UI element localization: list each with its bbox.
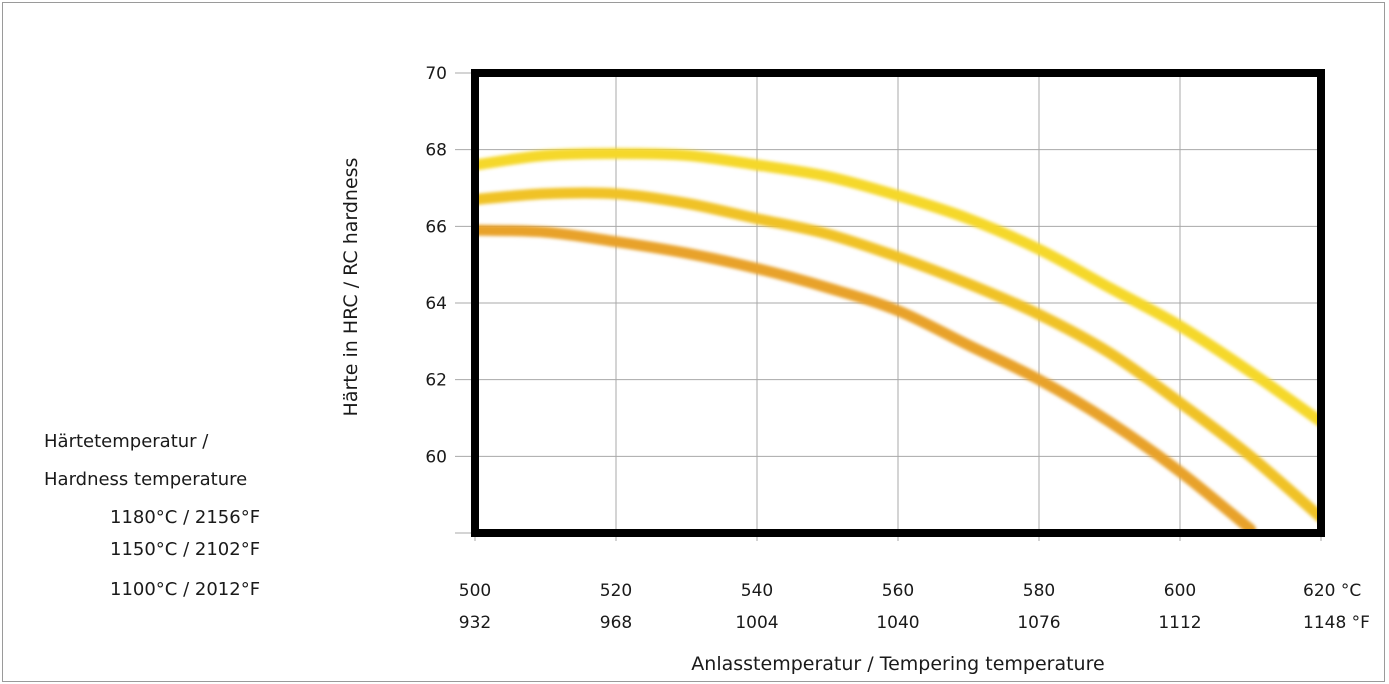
legend-title-line1: Härtetemperatur / xyxy=(44,431,209,452)
x-tick-label-f-5: 1112 xyxy=(1158,613,1201,633)
y-tick-label-3: 66 xyxy=(425,217,447,237)
x-tick-label-c-0: 500 xyxy=(459,581,491,601)
x-tick-label-f-2: 1004 xyxy=(735,613,778,633)
x-axis: 500 932 520 968 540 1004 560 1040 580 1076 600 1112… xyxy=(459,581,1370,633)
x-tick-label-c-1: 520 xyxy=(600,581,632,601)
y-tick-label-2: 64 xyxy=(425,294,447,314)
x-tick-label-f-6: 1148 °F xyxy=(1303,613,1370,633)
x-tick-label-f-3: 1040 xyxy=(876,613,919,633)
x-tick-label-c-5: 600 xyxy=(1164,581,1196,601)
y-tick-label-4: 68 xyxy=(425,141,447,161)
x-tick-label-c-2: 540 xyxy=(741,581,773,601)
legend-label-0: 1180°C / 2156°F xyxy=(110,507,260,528)
x-tick-label-f-1: 968 xyxy=(600,613,632,633)
legend-label-1: 1150°C / 2102°F xyxy=(110,539,260,560)
x-tick-label-c-3: 560 xyxy=(882,581,914,601)
series-line-0 xyxy=(472,148,1324,428)
y-axis: 60 62 64 66 68 70 xyxy=(425,64,447,467)
y-tick-label-5: 70 xyxy=(425,64,447,84)
x-tick-label-c-4: 580 xyxy=(1023,581,1055,601)
y-axis-title: Härte in HRC / RC hardness xyxy=(340,158,362,417)
series-line-1 xyxy=(472,187,1324,524)
legend: Härtetemperatur / Hardness temperature 1… xyxy=(25,431,260,600)
plot-border xyxy=(471,69,1325,537)
y-tick-label-1: 62 xyxy=(425,371,447,391)
x-tick-label-f-4: 1076 xyxy=(1017,613,1060,633)
series-line-2 xyxy=(472,224,1256,535)
x-tick-label-f-0: 932 xyxy=(459,613,491,633)
legend-title-line2: Hardness temperature xyxy=(44,469,247,490)
series-lines xyxy=(472,148,1324,535)
x-axis-title: Anlasstemperatur / Tempering temperature xyxy=(691,653,1104,675)
y-tick-label-0: 60 xyxy=(425,447,447,467)
x-tick-label-c-6: 620 °C xyxy=(1303,581,1361,601)
legend-label-2: 1100°C / 2012°F xyxy=(110,579,260,600)
